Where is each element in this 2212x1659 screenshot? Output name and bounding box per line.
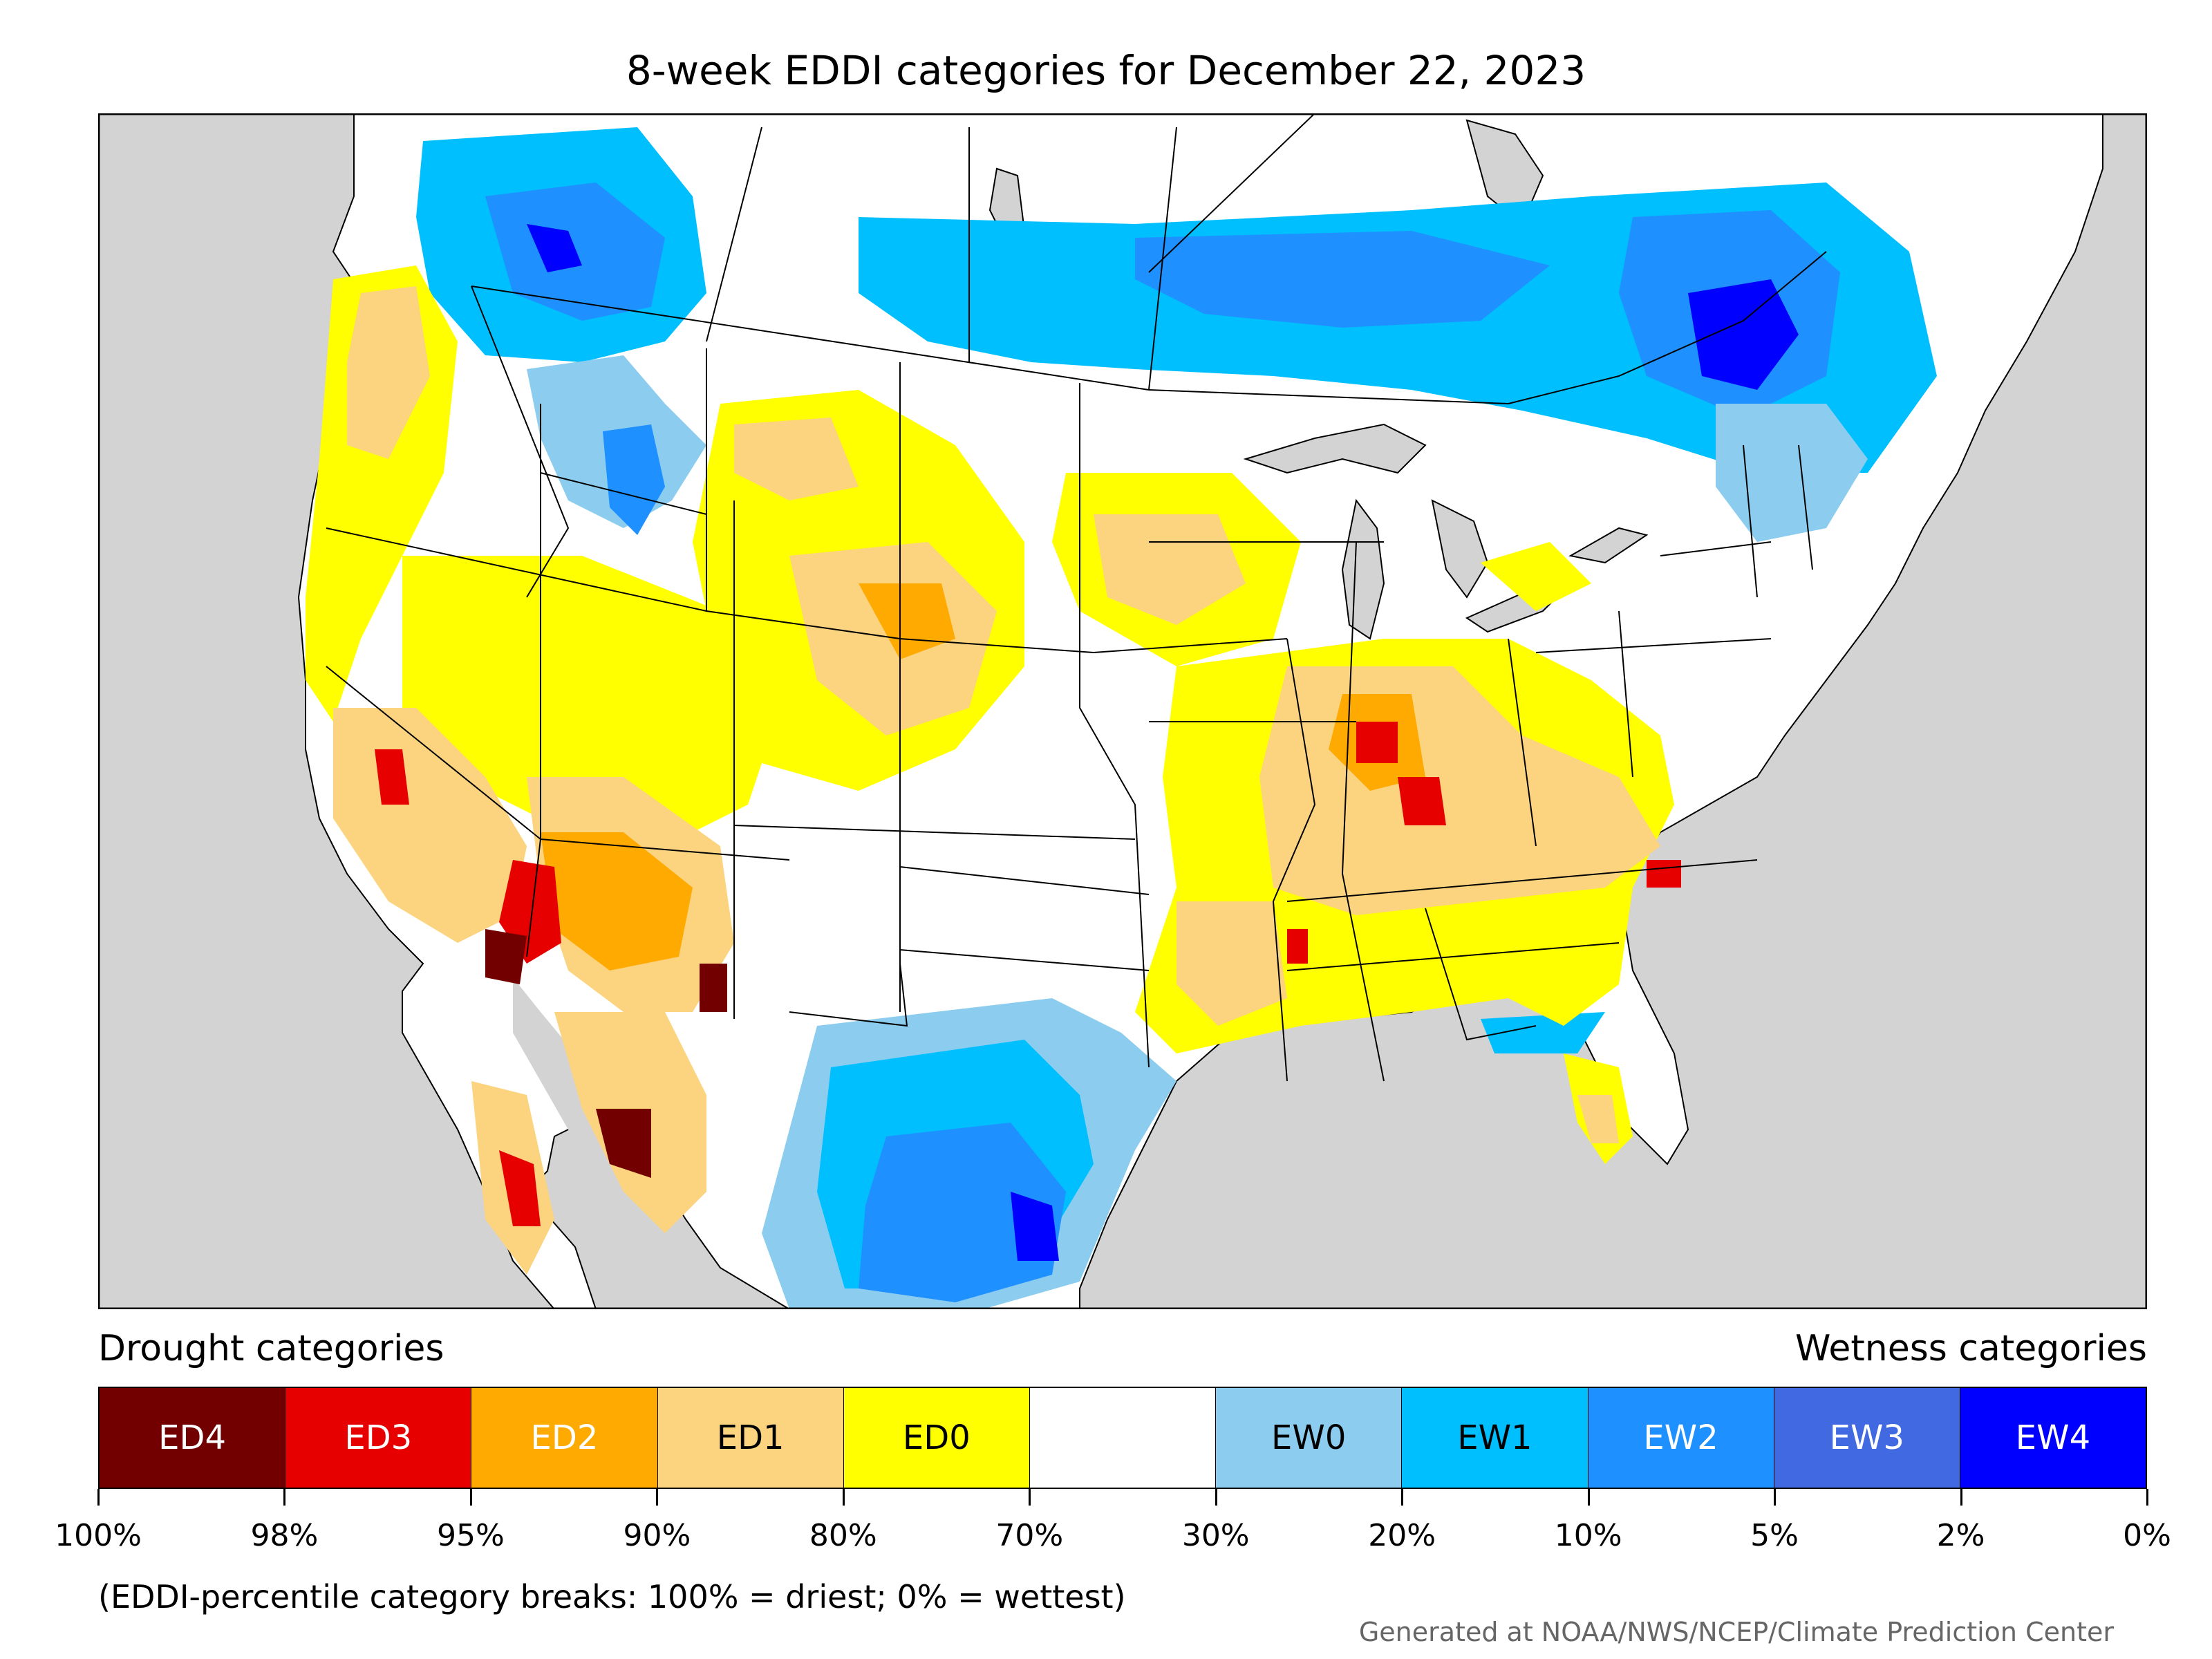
patch-ed1-mississippi: [1177, 901, 1287, 1026]
wetness-categories-label: Wetness categories: [1795, 1328, 2147, 1369]
patch-ew1-gulf: [1481, 1012, 1605, 1053]
tick-label: 0%: [2123, 1518, 2171, 1553]
tick-label: 70%: [995, 1518, 1064, 1553]
legend-swatch-ed1: ED1: [657, 1388, 844, 1488]
patch-ew4-texas: [1011, 1192, 1059, 1261]
legend-swatch-ed2: ED2: [471, 1388, 658, 1488]
percentile-ticks: 100% 98% 95% 90% 80% 70% 30% 20% 10% 5% 2% 0%: [55, 1489, 2171, 1579]
tick-mark: [1215, 1489, 1217, 1506]
patch-ew4-quebec: [1688, 279, 1799, 390]
patch-ed3-carolina: [1647, 860, 1681, 888]
eddi-map: [98, 113, 2147, 1309]
patch-ed1-montana: [734, 418, 859, 500]
category-breaks-note: (EDDI-percentile category breaks: 100% =…: [98, 1578, 1126, 1615]
tick-mark: [1960, 1489, 1962, 1506]
tick-label: 95%: [437, 1518, 505, 1553]
tick-mark: [1401, 1489, 1404, 1506]
tick-label: 98%: [250, 1518, 319, 1553]
category-patches: [306, 127, 1937, 1309]
map-title: 8-week EDDI categories for December 22, …: [626, 47, 1586, 94]
tick-mark: [1587, 1489, 1590, 1506]
patch-ed0-ontario: [1481, 542, 1591, 611]
patch-ed4-sonora: [596, 1109, 651, 1178]
patch-ed4-newmexico: [700, 964, 727, 1012]
tick-label: 5%: [1750, 1518, 1799, 1553]
tick-label: 100%: [55, 1518, 142, 1553]
legend-swatch-ew1: EW1: [1402, 1388, 1588, 1488]
patch-ed2-arizona: [541, 832, 693, 971]
legend-swatch-ed0: ED0: [843, 1388, 1030, 1488]
patch-ed0-greatbasin: [402, 556, 776, 846]
tick-mark: [2146, 1489, 2148, 1506]
patch-ed3-kentucky: [1398, 777, 1446, 825]
tick-mark: [1029, 1489, 1031, 1506]
tick-mark: [469, 1489, 472, 1506]
tick-label: 10%: [1554, 1518, 1622, 1553]
legend-swatch-ew0: EW0: [1216, 1388, 1403, 1488]
patch-ed3-california: [375, 749, 409, 805]
patch-ew0-newengland: [1716, 404, 1868, 542]
legend-swatch-ed4: ED4: [100, 1388, 286, 1488]
patch-ed3-baja: [499, 1150, 541, 1226]
tick-mark: [283, 1489, 286, 1506]
patch-ew2-wyoming: [603, 424, 665, 535]
patch-ew2-texas: [859, 1123, 1066, 1302]
legend-swatch-ew2: EW2: [1588, 1388, 1774, 1488]
tick-mark: [656, 1489, 659, 1506]
patch-ew4-northwest: [527, 224, 582, 272]
legend-swatch-ew4: EW4: [1960, 1388, 2146, 1488]
category-colorbar: ED4 ED3 ED2 ED1 ED0 EW0 EW1 EW2 EW3 EW4: [98, 1387, 2147, 1489]
legend-swatch-ed3: ED3: [285, 1388, 472, 1488]
tick-label: 80%: [809, 1518, 877, 1553]
drought-categories-label: Drought categories: [98, 1328, 444, 1369]
legend-swatch-ew3: EW3: [1774, 1388, 1960, 1488]
tick-label: 90%: [623, 1518, 691, 1553]
patch-ed1-florida: [1577, 1095, 1619, 1143]
patch-ed4-lowercolorado: [485, 929, 527, 984]
tick-label: 30%: [1181, 1518, 1250, 1553]
patch-ew2-ontario: [1135, 231, 1550, 328]
tick-mark: [97, 1489, 100, 1506]
patch-ed1-oregon: [347, 286, 430, 459]
patch-ed3-mississippi: [1287, 929, 1308, 964]
patch-ed3-indiana: [1356, 722, 1398, 763]
political-boundaries: [326, 113, 1827, 1082]
credit-line: Generated at NOAA/NWS/NCEP/Climate Predi…: [1358, 1617, 2114, 1647]
tick-label: 20%: [1368, 1518, 1436, 1553]
map-frame: [98, 113, 2147, 1309]
tick-label: 2%: [1936, 1518, 1985, 1553]
tick-mark: [1774, 1489, 1777, 1506]
tick-mark: [842, 1489, 845, 1506]
great-lakes: [988, 119, 1649, 640]
legend-swatch-normal: [1029, 1388, 1217, 1488]
